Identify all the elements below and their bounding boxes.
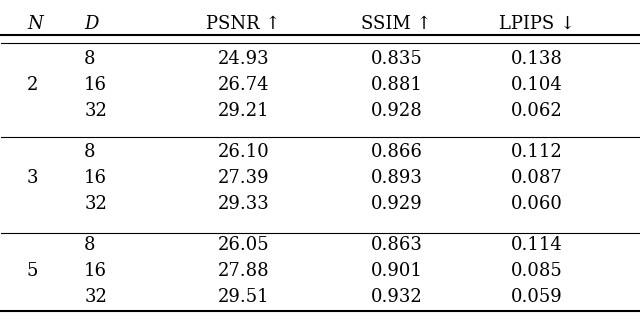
Text: 29.51: 29.51 (218, 288, 269, 306)
Text: 0.087: 0.087 (511, 169, 563, 187)
Text: 0.893: 0.893 (371, 169, 422, 187)
Text: SSIM ↑: SSIM ↑ (361, 15, 432, 33)
Text: 2: 2 (27, 76, 38, 94)
Text: 26.10: 26.10 (218, 143, 269, 161)
Text: 16: 16 (84, 76, 108, 94)
Text: 16: 16 (84, 262, 108, 280)
Text: 0.138: 0.138 (511, 50, 563, 68)
Text: 0.104: 0.104 (511, 76, 563, 94)
Text: LPIPS ↓: LPIPS ↓ (499, 15, 575, 33)
Text: 0.835: 0.835 (371, 50, 422, 68)
Text: 0.932: 0.932 (371, 288, 422, 306)
Text: 8: 8 (84, 50, 96, 68)
Text: PSNR ↑: PSNR ↑ (206, 15, 281, 33)
Text: 0.059: 0.059 (511, 288, 563, 306)
Text: 8: 8 (84, 143, 96, 161)
Text: 0.085: 0.085 (511, 262, 563, 280)
Text: 29.21: 29.21 (218, 102, 269, 120)
Text: 29.33: 29.33 (218, 195, 269, 213)
Text: 0.060: 0.060 (511, 195, 563, 213)
Text: 26.05: 26.05 (218, 236, 269, 254)
Text: 27.88: 27.88 (218, 262, 269, 280)
Text: 0.929: 0.929 (371, 195, 422, 213)
Text: 0.866: 0.866 (371, 143, 422, 161)
Text: 0.112: 0.112 (511, 143, 563, 161)
Text: 0.881: 0.881 (371, 76, 422, 94)
Text: 32: 32 (84, 288, 107, 306)
Text: 16: 16 (84, 169, 108, 187)
Text: 32: 32 (84, 102, 107, 120)
Text: N: N (27, 15, 43, 33)
Text: 0.114: 0.114 (511, 236, 563, 254)
Text: 27.39: 27.39 (218, 169, 269, 187)
Text: 8: 8 (84, 236, 96, 254)
Text: 24.93: 24.93 (218, 50, 269, 68)
Text: D: D (84, 15, 99, 33)
Text: 26.74: 26.74 (218, 76, 269, 94)
Text: 0.062: 0.062 (511, 102, 563, 120)
Text: 0.901: 0.901 (371, 262, 422, 280)
Text: 0.928: 0.928 (371, 102, 422, 120)
Text: 0.863: 0.863 (371, 236, 422, 254)
Text: 32: 32 (84, 195, 107, 213)
Text: 3: 3 (27, 169, 38, 187)
Text: 5: 5 (27, 262, 38, 280)
